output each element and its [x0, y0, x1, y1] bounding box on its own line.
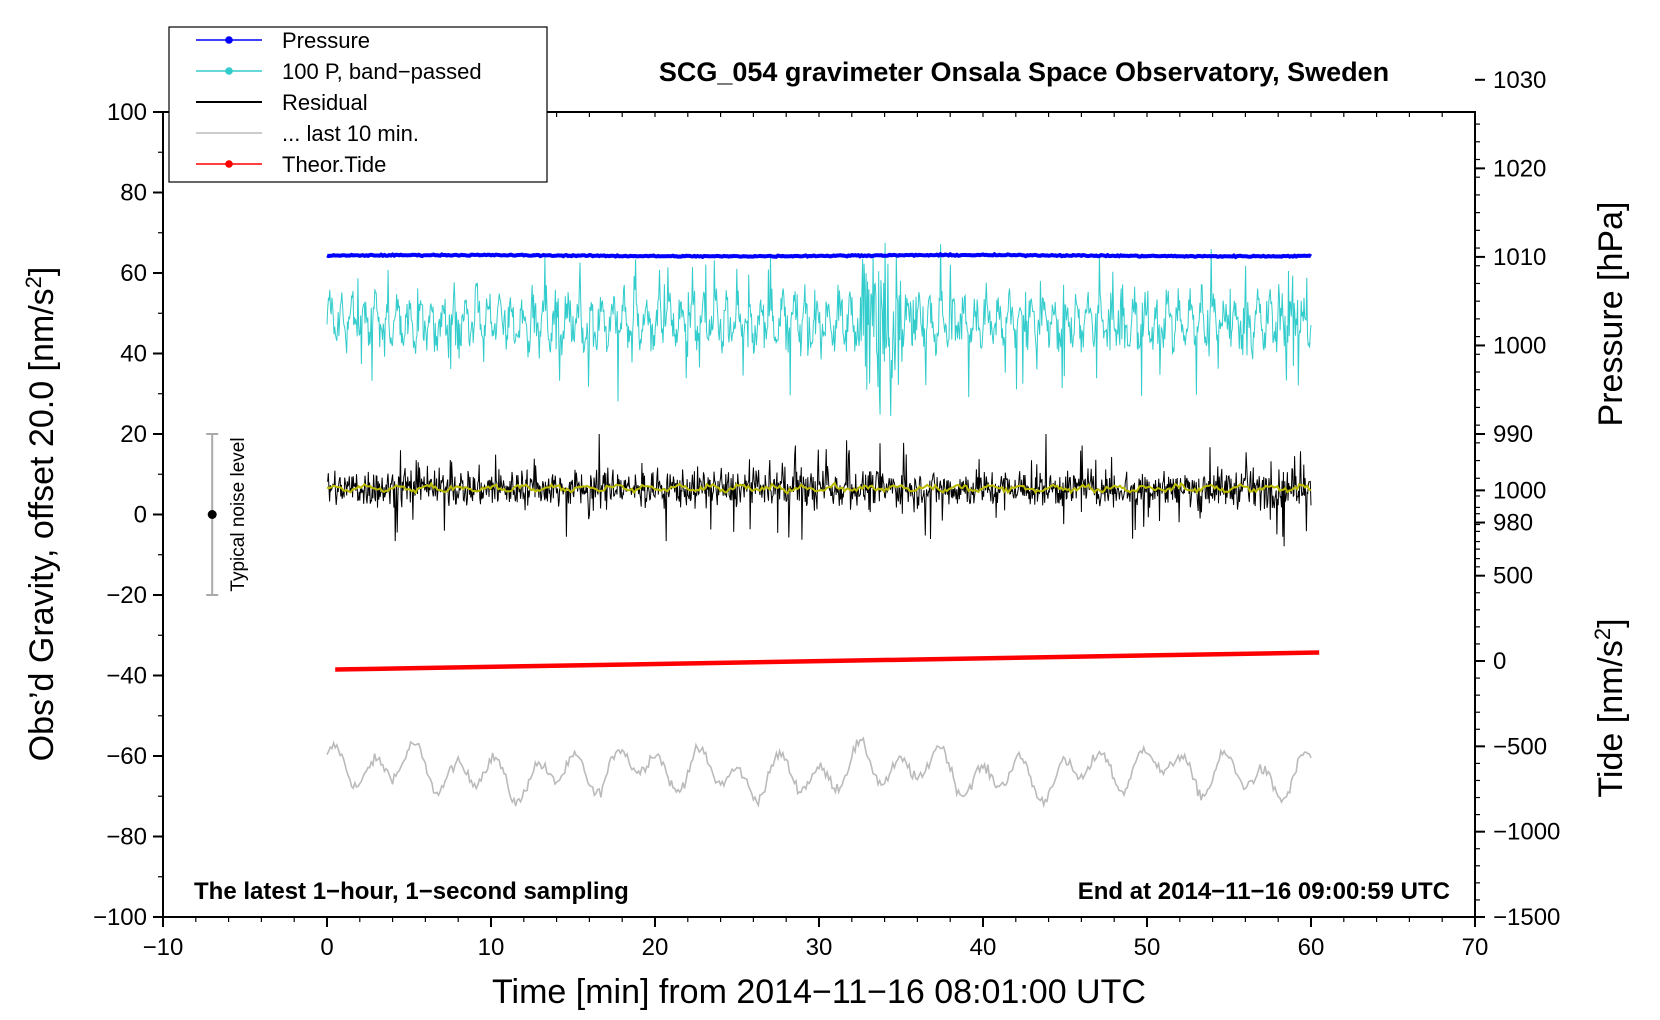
tide-tick-label: −1000	[1493, 819, 1560, 846]
x-tick-label: 60	[1298, 934, 1325, 961]
series-residual	[326, 433, 1312, 547]
y-tick-label: −20	[106, 582, 147, 609]
y-tick-label: −100	[93, 904, 147, 931]
series-bandpassed-pressure	[326, 242, 1312, 417]
pressure-tick-label: 1000	[1493, 332, 1546, 359]
chart-title: SCG_054 gravimeter Onsala Space Observat…	[659, 57, 1389, 87]
y-tick-label: 100	[107, 99, 147, 126]
x-tick-label: 0	[320, 934, 333, 961]
series-theoretical-tide	[335, 650, 1320, 672]
noise-level-label: Typical noise level	[228, 437, 249, 591]
legend-swatch-marker	[225, 36, 233, 44]
y-tick-label: 40	[120, 341, 147, 368]
legend-box	[168, 26, 548, 183]
x-tick-label: 70	[1462, 934, 1489, 961]
pressure-tick-label: 1020	[1493, 155, 1546, 182]
tide-axis-title-main: Tide [nm/s	[1592, 640, 1630, 797]
x-tick-label: 50	[1134, 934, 1161, 961]
note-left: The latest 1−hour, 1−second sampling	[194, 878, 629, 905]
tide-tick-label: −1500	[1493, 904, 1560, 931]
y-tick-label: −60	[106, 743, 147, 770]
tide-tick-label: 0	[1493, 648, 1506, 675]
noise-level-indicator: Typical noise level	[206, 433, 249, 596]
pressure-tick-label: 980	[1493, 510, 1533, 537]
series-layer	[326, 242, 1320, 809]
axis-ticks: −10 0 10 20 30 40 50 60 70100806040200−20−40−60−…	[93, 67, 1560, 961]
series-last-10-min	[326, 736, 1312, 809]
pressure-tick-label: 990	[1493, 421, 1533, 448]
note-right: End at 2014−11−16 09:00:59 UTC	[1078, 878, 1450, 905]
y-axis-title-left-sup: 2	[21, 276, 46, 288]
pressure-tick-label: 1030	[1493, 67, 1546, 94]
tide-tick-label: 500	[1493, 563, 1533, 590]
x-tick-label: 10	[478, 934, 505, 961]
y-axis-title-left: Obs’d Gravity, offset 20.0 [nm/s2]	[21, 267, 62, 762]
tide-tick-label: 1000	[1493, 477, 1546, 504]
series-residual-smoothed	[326, 481, 1312, 495]
y-tick-label: 20	[120, 421, 147, 448]
x-axis-title: Time [min] from 2014−11−16 08:01:00 UTC	[492, 973, 1146, 1011]
x-tick-label: 30	[806, 934, 833, 961]
legend-entries: Pressure 100 P, band−passed Residual ... la…	[196, 28, 482, 177]
legend-swatch-marker	[225, 67, 233, 75]
y-tick-label: 0	[134, 502, 147, 529]
x-tick-label: 20	[642, 934, 669, 961]
pressure-axis-title: Pressure [hPa]	[1592, 202, 1630, 427]
legend: Pressure 100 P, band−passed Residual ... la…	[168, 26, 548, 183]
y-tick-label: 60	[120, 260, 147, 287]
y-tick-label: −40	[106, 663, 147, 690]
y-tick-label: −80	[106, 824, 147, 851]
y-axis-title-left-main: Obs’d Gravity, offset 20.0 [nm/s	[23, 288, 61, 761]
x-tick-label: −10	[143, 934, 184, 961]
legend-label: Residual	[282, 90, 368, 115]
legend-label: ... last 10 min.	[282, 121, 419, 146]
tide-tick-label: −500	[1493, 733, 1547, 760]
y-tick-label: 80	[120, 180, 147, 207]
series-pressure	[326, 251, 1312, 260]
legend-label: Pressure	[282, 28, 370, 53]
x-tick-label: 40	[970, 934, 997, 961]
legend-label: 100 P, band−passed	[282, 59, 482, 84]
tide-axis-title-end: ]	[1592, 618, 1630, 627]
noise-level-dot	[207, 510, 217, 519]
tide-axis-title-sup: 2	[1590, 628, 1615, 640]
pressure-tick-label: 1010	[1493, 244, 1546, 271]
legend-swatch-marker	[225, 160, 233, 168]
tide-axis-title: Tide [nm/s2]	[1590, 618, 1631, 797]
legend-label: Theor.Tide	[282, 152, 386, 177]
y-axis-title-left-end: ]	[23, 267, 61, 276]
